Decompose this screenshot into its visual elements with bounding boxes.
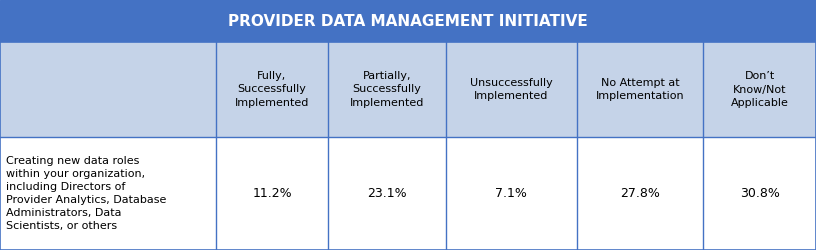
Text: 7.1%: 7.1%: [495, 187, 527, 200]
Text: PROVIDER DATA MANAGEMENT INITIATIVE: PROVIDER DATA MANAGEMENT INITIATIVE: [228, 14, 588, 28]
Text: 27.8%: 27.8%: [620, 187, 660, 200]
Text: No Attempt at
Implementation: No Attempt at Implementation: [596, 78, 685, 101]
Text: Partially,
Successfully
Implemented: Partially, Successfully Implemented: [350, 71, 424, 108]
Text: Creating new data roles
within your organization,
including Directors of
Provide: Creating new data roles within your orga…: [6, 156, 166, 232]
Bar: [0, 0, 816, 42]
Text: Don’t
Know/Not
Applicable: Don’t Know/Not Applicable: [731, 71, 788, 108]
Text: Unsuccessfully
Implemented: Unsuccessfully Implemented: [470, 78, 552, 101]
Bar: [0, 42, 816, 250]
Text: 30.8%: 30.8%: [740, 187, 779, 200]
Text: Fully,
Successfully
Implemented: Fully, Successfully Implemented: [235, 71, 309, 108]
Text: 23.1%: 23.1%: [367, 187, 406, 200]
Bar: [0, 42, 816, 137]
Bar: [0, 137, 816, 250]
Text: 11.2%: 11.2%: [252, 187, 292, 200]
